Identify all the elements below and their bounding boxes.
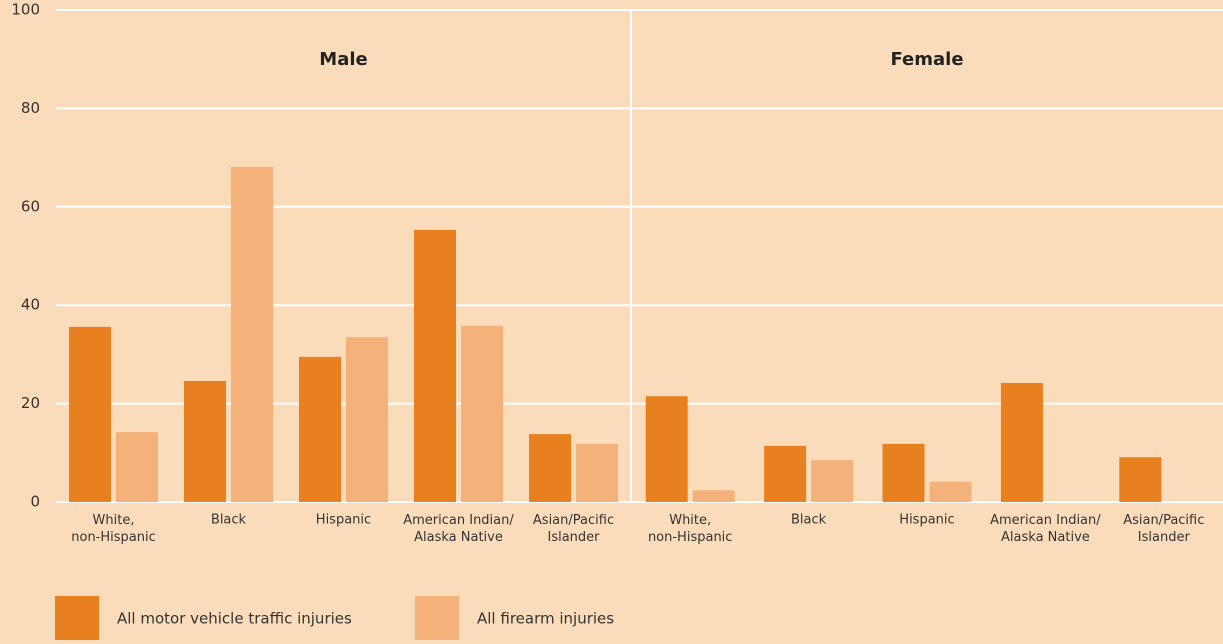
x-tick-label: American Indian/Alaska Native <box>990 513 1101 545</box>
bar <box>184 380 226 502</box>
x-tick-label: Black <box>211 513 247 528</box>
panel-title: Male <box>319 49 367 70</box>
y-tick-label: 20 <box>21 394 40 412</box>
bar <box>576 443 618 502</box>
legend-label: All firearm injuries <box>477 610 614 628</box>
y-tick-label: 0 <box>30 493 40 511</box>
bar <box>299 356 341 502</box>
bar <box>1000 382 1043 502</box>
bar <box>414 229 456 502</box>
bar <box>461 325 503 502</box>
y-tick-label: 60 <box>21 197 40 215</box>
bar <box>764 445 807 502</box>
bar <box>231 166 273 502</box>
bar <box>529 434 571 502</box>
bar <box>811 460 854 502</box>
x-tick-label: American Indian/Alaska Native <box>403 513 514 545</box>
bar <box>69 326 111 502</box>
y-tick-label: 80 <box>21 99 40 117</box>
bar <box>1119 457 1162 502</box>
legend-swatch <box>415 596 459 640</box>
x-tick-label: Black <box>791 513 827 528</box>
x-tick-label: Asian/Pacific Islander <box>533 513 614 545</box>
x-tick-label: Asian/Pacific Islander <box>1123 513 1204 545</box>
x-tick-label: Hispanic <box>899 513 954 528</box>
x-tick-label: White, non-Hispanic <box>648 513 733 545</box>
bar <box>882 443 925 502</box>
y-tick-label: 40 <box>21 296 40 314</box>
x-tick-label: White, non-Hispanic <box>71 513 156 545</box>
bar <box>645 396 688 502</box>
bar <box>692 490 735 502</box>
bar <box>116 432 158 502</box>
legend-swatch <box>55 596 99 640</box>
bar <box>929 481 972 502</box>
legend-label: All motor vehicle traffic injuries <box>117 610 352 628</box>
bar <box>346 337 388 502</box>
panel-title: Female <box>890 49 963 70</box>
x-tick-label: Hispanic <box>316 513 371 528</box>
y-tick-label: 100 <box>11 1 40 19</box>
